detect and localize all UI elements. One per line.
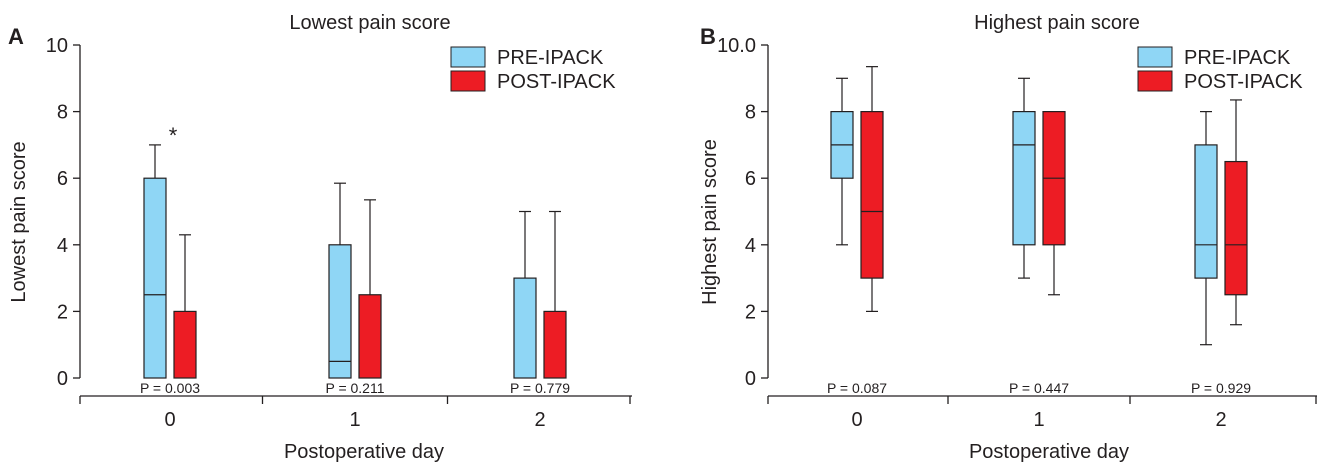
panel-a-p-value: P = 0.779 (510, 380, 570, 396)
panel-b-pre-box-day2 (1194, 110, 1218, 346)
panel-a-pre-box-day2-iqr (513, 277, 537, 379)
panel-a-legend: PRE-IPACK POST-IPACK (450, 46, 616, 93)
panel-b-pre-box-day1 (1012, 77, 1036, 279)
panel-b-y-tick-label: 8 (745, 102, 756, 124)
panel-b-pre-box-day2-iqr (1194, 144, 1218, 279)
panel-a-legend-swatch-post (450, 70, 486, 92)
panel-a-legend-swatch-pre (450, 46, 486, 68)
panel-b-legend: PRE-IPACK POST-IPACK (1137, 46, 1303, 93)
panel-b: B Highest pain score Postoperative day H… (699, 12, 1317, 463)
panel-b-post-box-day1 (1042, 110, 1066, 296)
panel-a-legend-label-post: POST-IPACK (497, 71, 616, 93)
panel-b-legend-label-post: POST-IPACK (1184, 71, 1303, 93)
panel-a-pre-box-day0-iqr (143, 177, 167, 379)
panel-b-y-tick-label: 0 (745, 368, 756, 390)
panel-b-x-axis-label: Postoperative day (969, 441, 1129, 463)
panel-b-p-value: P = 0.447 (1009, 380, 1069, 396)
panel-a-x-tick-label: 2 (534, 409, 545, 431)
panel-b-post-box-day0-iqr (860, 110, 884, 279)
panel-b-legend-label-pre: PRE-IPACK (1184, 47, 1291, 69)
panel-a-pre-box-day1-iqr (328, 244, 352, 379)
panel-a-label: A (8, 24, 24, 49)
panel-b-x-tick-label: 1 (1033, 409, 1044, 431)
panel-a-post-box-day1 (358, 199, 382, 379)
panel-b-post-box-day2 (1224, 99, 1248, 326)
panel-b-pre-box-day0 (830, 77, 854, 246)
panel-b-post-box-day2-iqr (1224, 160, 1248, 296)
panel-a: A Lowest pain score Postoperative day Lo… (8, 12, 632, 463)
panel-a-y-tick-label: 10 (46, 35, 68, 57)
panel-b-y-tick-label: 2 (745, 301, 756, 323)
panel-a-post-box-day0-iqr (173, 310, 197, 379)
panel-b-label: B (700, 24, 716, 49)
panel-a-pre-box-day1 (328, 182, 352, 379)
panel-a-post-box-day0 (173, 234, 197, 379)
panel-a-pre-box-day0 (143, 144, 167, 379)
panel-b-y-axis-label: Highest pain score (699, 139, 721, 305)
panel-a-significance-marker: * (169, 123, 178, 148)
panel-a-y-tick-label: 0 (57, 368, 68, 390)
panel-a-y-axis-label: Lowest pain score (8, 141, 30, 302)
panel-a-p-value: P = 0.003 (140, 380, 200, 396)
panel-b-legend-swatch-post (1137, 70, 1173, 92)
panel-b-pre-box-day1-iqr (1012, 110, 1036, 246)
panel-a-y-tick-label: 4 (57, 235, 68, 257)
panel-a-x-tick-label: 0 (164, 409, 175, 431)
panel-b-x-tick-label: 2 (1215, 409, 1226, 431)
panel-a-post-box-day2-iqr (543, 310, 567, 379)
panel-b-y-tick-label: 10.0 (717, 35, 756, 57)
panel-b-y-tick-label: 6 (745, 168, 756, 190)
panel-a-y-tick-label: 8 (57, 102, 68, 124)
panel-a-post-box-day1-iqr (358, 294, 382, 379)
panel-a-plot-area: 0 2 4 6 8 10 0 1 2 P = 0.003 P = 0.211 P = 0.779 * (46, 35, 632, 431)
panel-a-x-tick-label: 1 (349, 409, 360, 431)
panel-b-title: Highest pain score (974, 12, 1140, 34)
panel-b-y-tick-label: 4 (745, 235, 756, 257)
panel-a-y-tick-label: 6 (57, 168, 68, 190)
panel-a-legend-label-pre: PRE-IPACK (497, 47, 604, 69)
panel-a-pre-box-day2 (513, 210, 537, 379)
panel-b-p-value: P = 0.087 (827, 380, 887, 396)
panel-b-legend-swatch-pre (1137, 46, 1173, 68)
panel-a-x-axis-label: Postoperative day (284, 441, 444, 463)
panel-b-x-tick-label: 0 (851, 409, 862, 431)
panel-a-p-value: P = 0.211 (325, 380, 384, 396)
panel-a-y-tick-label: 2 (57, 301, 68, 323)
panel-b-p-value: P = 0.929 (1191, 380, 1251, 396)
panel-b-post-box-day0 (860, 66, 884, 312)
panel-a-post-box-day2 (543, 210, 567, 379)
panel-a-title: Lowest pain score (289, 12, 450, 34)
panel-b-plot-area: 0 2 4 6 8 10.0 0 1 2 P = 0.087 P = 0.447 P = 0.929 (717, 35, 1317, 431)
